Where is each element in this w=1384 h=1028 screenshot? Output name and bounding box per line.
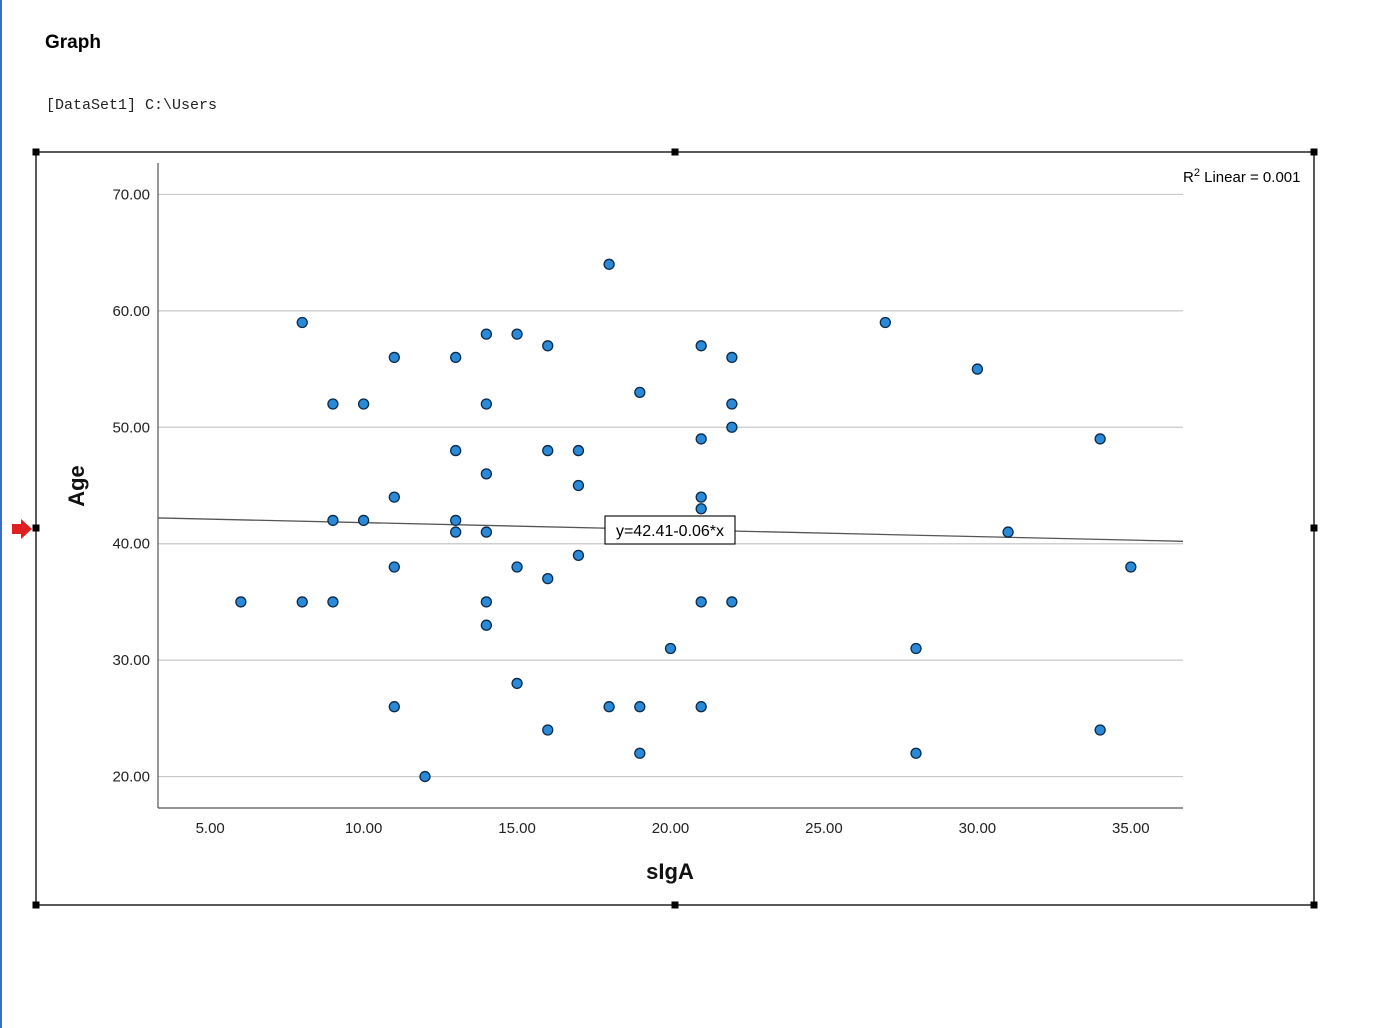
data-point	[1002, 526, 1014, 538]
x-tick-label: 30.00	[959, 820, 997, 837]
data-point	[327, 596, 339, 608]
x-tick-label: 10.00	[345, 820, 383, 837]
x-tick-label: 35.00	[1112, 820, 1150, 837]
data-point	[450, 514, 462, 527]
r2-label: R2 Linear = 0.001	[1183, 167, 1300, 186]
data-point	[542, 340, 554, 352]
data-point	[388, 491, 400, 503]
data-point	[388, 701, 400, 713]
x-tick-label: 20.00	[652, 820, 690, 837]
y-tick-label: 50.00	[112, 419, 150, 436]
data-point	[388, 561, 400, 573]
data-point	[542, 724, 554, 736]
data-point	[388, 351, 400, 364]
data-point	[634, 386, 646, 399]
data-point	[971, 363, 984, 375]
data-point	[879, 316, 891, 329]
data-point	[572, 549, 585, 562]
data-point	[1094, 433, 1106, 445]
data-point	[480, 468, 493, 480]
gridlines	[158, 193, 1183, 778]
resize-handle[interactable]	[1310, 901, 1318, 909]
data-point	[603, 258, 615, 270]
data-point	[327, 514, 339, 527]
y-tick-label: 70.00	[112, 186, 150, 203]
dataset-path: [DataSet1] C:\Users	[46, 97, 218, 114]
resize-handle[interactable]	[1310, 524, 1318, 532]
data-point	[480, 398, 493, 410]
page-title: Graph	[45, 32, 101, 53]
data-point	[480, 596, 493, 608]
data-point	[357, 514, 370, 527]
data-point	[726, 351, 738, 364]
data-point	[603, 701, 615, 713]
fit-equation-frame	[604, 515, 736, 545]
data-point	[634, 701, 646, 713]
data-point	[910, 642, 922, 655]
y-tick-labels: 20.00 30.00 40.00 50.00 60.00 70.00	[112, 186, 150, 785]
data-point	[695, 596, 707, 608]
data-point	[726, 421, 738, 433]
data-point	[480, 526, 493, 538]
data-point	[542, 444, 554, 457]
data-point	[235, 596, 247, 608]
data-point	[296, 596, 308, 608]
r2-superscript: 2	[1194, 167, 1200, 179]
data-point	[296, 316, 308, 329]
data-point	[664, 642, 677, 655]
resize-handle[interactable]	[32, 148, 40, 156]
r2-suffix: Linear = 0.001	[1200, 169, 1301, 186]
resize-handle[interactable]	[671, 901, 679, 909]
x-tick-label: 5.00	[196, 820, 225, 837]
data-point	[634, 747, 646, 759]
x-tick-labels: 5.00 10.00 15.00 20.00 25.00 30.00 35.00	[196, 820, 1150, 837]
resize-handle[interactable]	[32, 901, 40, 909]
r2-prefix: R	[1183, 169, 1194, 186]
selection-arrow-icon	[12, 519, 32, 539]
resize-handle[interactable]	[671, 148, 679, 156]
data-point	[511, 677, 523, 690]
data-point	[511, 328, 523, 340]
y-tick-label: 20.00	[112, 769, 150, 786]
fit-equation-box[interactable]: y=42.41-0.06*x	[604, 515, 736, 545]
data-point	[419, 770, 431, 783]
data-point	[480, 619, 493, 631]
data-point	[542, 572, 554, 585]
data-point	[726, 596, 738, 608]
data-point	[695, 433, 707, 445]
x-axis-title: sIgA	[646, 859, 694, 884]
data-point	[695, 340, 707, 352]
data-point	[572, 479, 585, 492]
x-tick-label: 25.00	[805, 820, 843, 837]
data-point	[726, 398, 738, 410]
data-point	[695, 491, 707, 503]
data-point	[511, 561, 523, 573]
window-border	[0, 0, 2, 1028]
data-point	[1094, 724, 1106, 736]
data-point	[695, 503, 707, 515]
y-tick-label: 30.00	[112, 652, 150, 669]
data-point	[450, 351, 462, 364]
resize-handle[interactable]	[1310, 148, 1318, 156]
data-point	[1125, 561, 1137, 573]
data-points	[235, 258, 1137, 783]
data-point	[695, 701, 707, 713]
x-tick-label: 15.00	[498, 820, 536, 837]
data-point	[572, 444, 585, 457]
data-point	[910, 747, 922, 759]
y-tick-label: 40.00	[112, 536, 150, 553]
resize-handle[interactable]	[32, 524, 40, 532]
fit-equation-label: y=42.41-0.06*x	[616, 523, 724, 540]
data-point	[450, 526, 462, 538]
data-point	[327, 398, 339, 410]
y-axis-title: Age	[64, 465, 89, 507]
resize-handles[interactable]	[32, 148, 1318, 909]
data-point	[450, 444, 462, 457]
data-point	[480, 328, 493, 340]
y-tick-label: 60.00	[112, 303, 150, 320]
data-point	[357, 398, 370, 410]
